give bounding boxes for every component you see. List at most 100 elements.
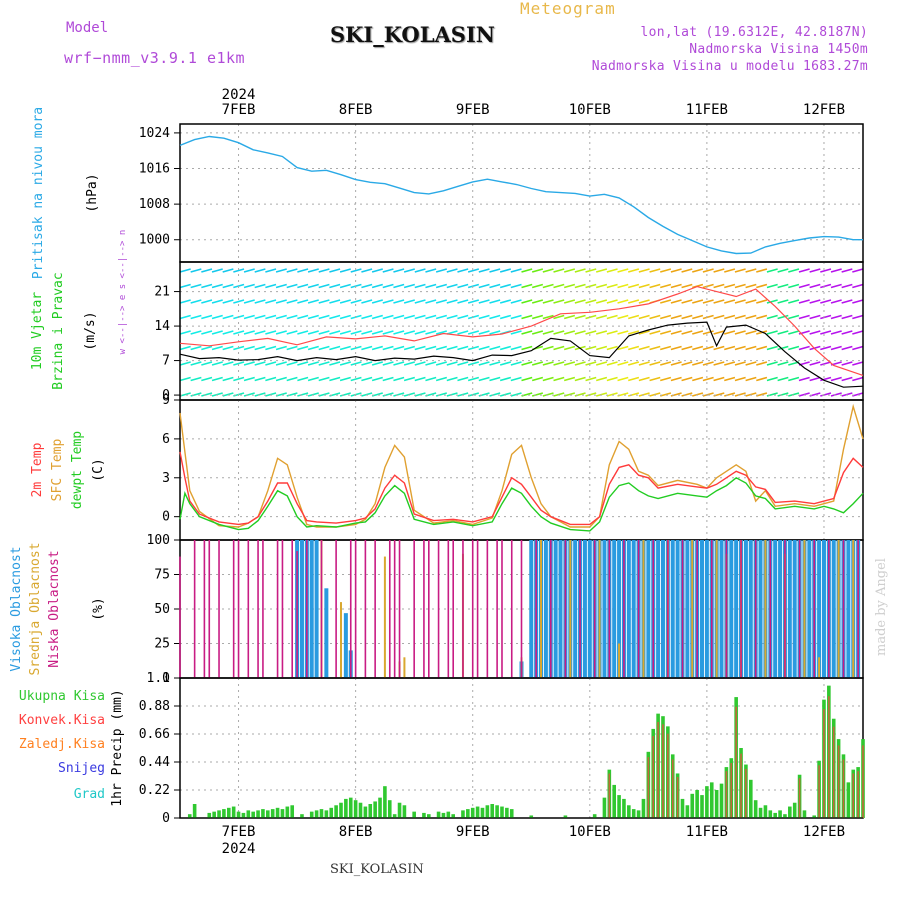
wind-barb — [724, 330, 736, 335]
wind-barb — [297, 361, 309, 366]
y-tick-label: 0.66 — [139, 727, 170, 742]
wind-barb — [585, 330, 597, 335]
wind-barb — [745, 283, 757, 289]
cloud-mid-bar — [818, 657, 821, 678]
wind-barb — [777, 345, 789, 351]
wind-barb — [542, 345, 554, 351]
watermark-signature: made by Angel — [874, 558, 889, 656]
wind-barb — [606, 268, 618, 273]
wind-barb — [286, 330, 298, 335]
wind-barb — [681, 345, 693, 351]
wind-barb — [531, 283, 544, 289]
wind-barb — [382, 299, 394, 304]
wind-barb — [510, 283, 522, 289]
wind-barb — [382, 361, 394, 366]
wind-barb — [275, 283, 287, 289]
precip-bar — [602, 797, 607, 818]
cloud-low-bar — [842, 540, 845, 678]
wind-barb — [275, 345, 287, 351]
wind-barb — [734, 376, 746, 382]
cloud-unit: (%) — [91, 597, 106, 620]
wind-barb — [542, 330, 554, 335]
wind-barb — [233, 361, 245, 366]
wind-barb — [307, 268, 319, 273]
precip-conv-bar — [857, 771, 859, 818]
wind-barb — [233, 268, 245, 273]
sfc-temp-line — [179, 403, 864, 528]
wind-barb — [788, 345, 800, 351]
wind-barb — [724, 299, 736, 304]
cloud-high-bar — [343, 613, 348, 678]
wind-barb — [777, 392, 789, 397]
precip-conv-bar — [608, 773, 611, 818]
wind-barb — [446, 283, 458, 289]
wind-barb — [297, 283, 309, 289]
wind-barb — [489, 299, 501, 304]
precip-bar — [700, 795, 704, 818]
wind-barb — [585, 268, 597, 273]
wind-barb — [265, 361, 277, 366]
wind-barb — [467, 345, 480, 351]
wind-barb — [585, 361, 597, 366]
wind-barb — [222, 361, 234, 366]
precip-bar — [466, 809, 470, 818]
wind-barb — [766, 345, 778, 351]
wind-barb — [841, 299, 853, 304]
wind-barb — [638, 268, 650, 273]
wind-barb — [830, 283, 842, 289]
wind-barb — [521, 314, 533, 320]
wind-barb — [435, 283, 448, 289]
wind-barb — [478, 314, 490, 320]
cloud-high-bar — [626, 540, 631, 678]
wind-barb — [692, 268, 704, 273]
y-tick-label: 9 — [162, 393, 170, 408]
wind-barb — [467, 299, 480, 304]
cloud-high-bar — [558, 540, 563, 678]
wind-barb — [382, 376, 394, 382]
wind-barb — [361, 299, 373, 304]
wind-barb — [467, 268, 480, 273]
wind-barb — [852, 314, 864, 320]
precip-bar — [373, 801, 377, 818]
wind-barb — [425, 345, 437, 351]
cloud-low-bar — [237, 540, 240, 678]
wind-barb — [382, 268, 394, 273]
meteogram-label: Meteogram — [520, 0, 616, 18]
wind-barb — [265, 392, 277, 397]
wind-barb — [307, 345, 319, 351]
wind-barb — [286, 361, 298, 366]
wind-barb — [179, 345, 191, 351]
precip-conv-bar — [662, 724, 664, 818]
cloud-high-bar — [792, 540, 797, 678]
wind-barb — [660, 345, 672, 351]
wind-barb — [467, 314, 480, 320]
wind-barb — [681, 392, 693, 397]
wind-barb — [638, 392, 650, 397]
cloud-low-bar — [291, 540, 294, 678]
wind-barb — [435, 330, 448, 335]
precip-conv-bar — [671, 759, 674, 818]
wind-barb — [841, 361, 853, 366]
wind-barb — [563, 361, 576, 366]
wind-barb — [830, 314, 842, 320]
wind-barb — [809, 376, 821, 382]
wind-barb — [179, 268, 191, 273]
wind-barb — [563, 345, 576, 351]
precip-bar — [802, 810, 807, 818]
wind-barb — [798, 268, 810, 273]
precip-bar — [270, 809, 275, 818]
wind-barb — [820, 283, 832, 289]
wind-barb — [371, 268, 383, 273]
wind-barb — [318, 392, 330, 397]
precip-bar — [783, 814, 787, 818]
cloud-low-bar — [549, 540, 552, 678]
wind-barb — [254, 314, 266, 320]
wind-barb — [265, 345, 277, 351]
wind-unit: (m/s) — [83, 311, 98, 350]
cloud-mid-bar — [383, 556, 386, 678]
cloud-high-bar — [529, 540, 534, 678]
cloud-low-bar — [769, 540, 772, 678]
dewpt-temp-line — [179, 476, 864, 532]
precip-bar — [251, 811, 255, 818]
wind-barb — [521, 268, 533, 273]
